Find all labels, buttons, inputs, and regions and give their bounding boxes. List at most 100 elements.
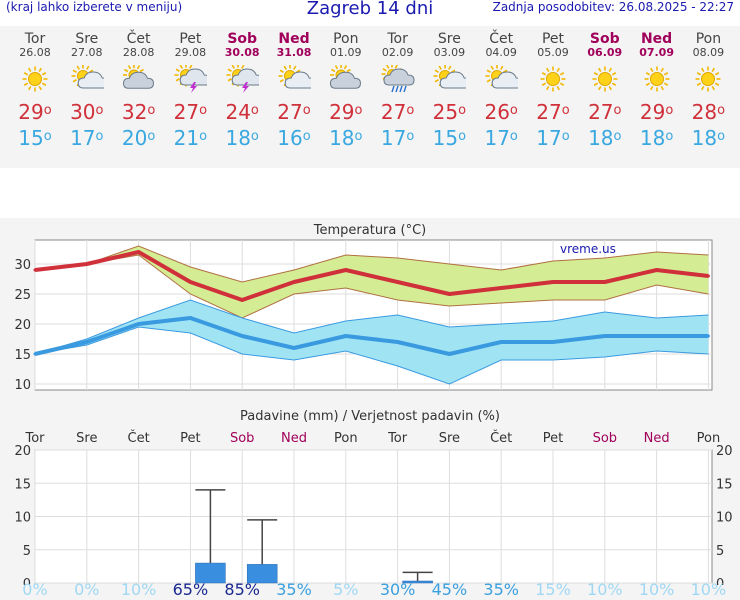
min-temp: 18o xyxy=(588,126,622,150)
precipitation-chart: Padavine (mm) / Verjetnost padavin (%) To… xyxy=(14,409,733,585)
max-temp: 27o xyxy=(173,100,208,124)
sun-cloud-icon xyxy=(432,64,472,93)
precipitation-tick-label-right: 15 xyxy=(716,477,733,492)
temperature-series-line xyxy=(34,250,709,302)
forecast-day: Sre 03.09 25o 15o xyxy=(423,32,475,149)
precipitation-category-label: Ned xyxy=(644,431,670,446)
max-temp: 29o xyxy=(329,100,363,124)
forecast-day: Pon 08.09 28o 18o xyxy=(682,31,734,150)
location-menu-note[interactable]: (kraj lahko izberete v meniju) xyxy=(6,0,183,14)
temperature-point xyxy=(655,268,659,272)
day-name: Pon xyxy=(695,31,722,47)
forecast-day: Sob 06.09 27o 18o xyxy=(579,31,631,150)
day-name: Sre xyxy=(437,31,461,47)
day-name: Tor xyxy=(24,31,46,47)
max-temp: 27o xyxy=(536,100,570,124)
temperature-tick-label: 10 xyxy=(14,378,31,393)
temperature-point xyxy=(240,334,244,338)
day-name: Pet xyxy=(541,31,565,47)
forecast-day: Ned 31.08 27o 16o xyxy=(268,32,320,149)
temperature-point xyxy=(706,274,710,278)
precipitation-tick-label-left: 0 xyxy=(23,577,31,585)
temperature-point xyxy=(603,280,607,284)
day-name: Ned xyxy=(278,31,310,47)
temperature-point xyxy=(292,346,296,350)
min-temp: 17o xyxy=(536,126,570,150)
precipitation-probability: 10% xyxy=(587,580,623,599)
precipitation-category-label: Pon xyxy=(334,431,358,446)
precipitation-category-label: Sre xyxy=(439,431,460,446)
precipitation-category-label: Čet xyxy=(128,430,150,446)
precipitation-category-label: Tor xyxy=(387,431,408,446)
temperature-series-line xyxy=(34,316,709,356)
day-name: Pon xyxy=(333,31,359,47)
day-date: 28.08 xyxy=(122,46,155,59)
day-date: 30.08 xyxy=(224,46,260,59)
temperature-range-high xyxy=(34,245,709,283)
temperature-point xyxy=(655,334,659,338)
temperature-point xyxy=(33,268,37,272)
temperature-tick-label: 20 xyxy=(14,318,31,333)
temperature-point xyxy=(706,334,710,338)
temperature-range-high xyxy=(34,299,709,355)
precipitation-category-label: Sob xyxy=(593,431,617,446)
precipitation-probability: 30% xyxy=(379,580,416,599)
day-name: Čet xyxy=(489,31,514,47)
temperature-point xyxy=(188,316,192,320)
sun-cloud-icon xyxy=(70,64,109,93)
day-name: Pet xyxy=(179,31,202,47)
day-date: 31.08 xyxy=(276,46,312,59)
min-temp: 18o xyxy=(639,126,674,150)
precipitation-probability: 10% xyxy=(690,580,727,599)
min-temp: 16o xyxy=(277,126,311,150)
rain-cloud-icon xyxy=(381,63,415,93)
day-date: 29.08 xyxy=(174,46,207,59)
precipitation-probability: 35% xyxy=(276,580,312,599)
day-name: Sob xyxy=(227,31,258,47)
precipitation-probability: 85% xyxy=(224,580,260,599)
forecast-day: Pet 29.08 27o 21o xyxy=(164,32,216,149)
forecast-day: Čet 04.09 26o 17o xyxy=(475,32,527,149)
max-temp: 27o xyxy=(588,100,622,124)
sun-cloud-icon xyxy=(484,64,523,93)
temperature-point xyxy=(447,292,451,296)
max-temp: 25o xyxy=(432,100,467,124)
day-date: 27.08 xyxy=(71,46,103,59)
temperature-tick-label: 25 xyxy=(14,288,31,303)
min-temp: 17o xyxy=(484,126,518,150)
temperature-point xyxy=(85,262,89,266)
day-date: 07.09 xyxy=(639,46,674,59)
temperature-point xyxy=(344,268,348,272)
temperature-point xyxy=(551,340,555,344)
day-date: 06.09 xyxy=(587,46,623,59)
day-date: 26.08 xyxy=(19,46,51,59)
precipitation-tick-label-right: 5 xyxy=(716,544,724,559)
min-temp: 18o xyxy=(691,126,726,150)
day-name: Tor xyxy=(387,31,408,47)
temperature-point xyxy=(292,280,296,284)
temperature-chart: Temperatura (°C) 10 15 20 25 30 vreme.us xyxy=(14,223,713,393)
precipitation-probability: 45% xyxy=(431,580,468,599)
temperature-point xyxy=(137,322,141,326)
max-temp: 28o xyxy=(691,100,726,124)
temperature-chart-title: Temperatura (°C) xyxy=(313,223,426,238)
forecast-day: Sob 30.08 24o 18o xyxy=(216,32,268,149)
sun-icon xyxy=(18,65,52,93)
min-temp: 21o xyxy=(173,126,208,150)
temperature-point xyxy=(396,340,400,344)
day-name: Sre xyxy=(75,31,99,47)
min-temp: 20o xyxy=(121,126,156,150)
temperature-point xyxy=(188,280,192,284)
min-temp: 18o xyxy=(225,126,259,150)
sun-icon xyxy=(588,65,622,93)
precipitation-probability: 0% xyxy=(74,580,100,599)
precipitation-tick-label-left: 20 xyxy=(14,444,31,459)
thunder-sun-icon xyxy=(225,63,263,93)
day-date: 03.09 xyxy=(433,46,466,59)
temperature-point xyxy=(603,334,607,338)
precipitation-tick-label-right: 10 xyxy=(716,511,733,526)
day-name: Sob xyxy=(589,31,620,47)
precipitation-probability: 5% xyxy=(333,580,359,599)
max-temp: 24o xyxy=(225,100,259,124)
precipitation-category-label: Čet xyxy=(490,430,512,446)
